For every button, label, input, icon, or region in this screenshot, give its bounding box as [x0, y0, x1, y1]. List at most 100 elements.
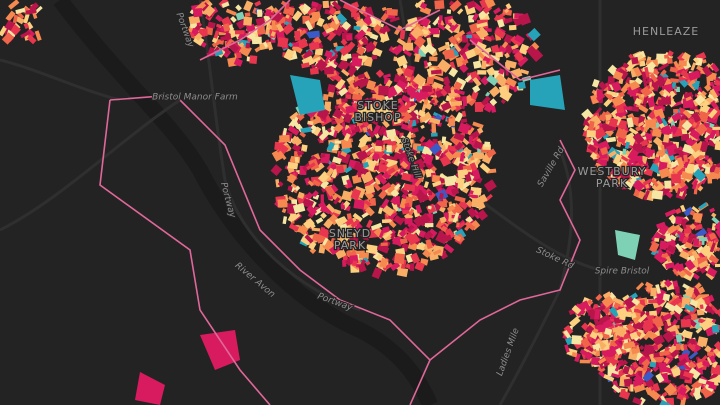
building	[708, 232, 717, 241]
building	[381, 153, 390, 161]
building	[692, 390, 702, 401]
building	[356, 88, 366, 97]
building	[365, 43, 375, 53]
building	[655, 115, 664, 124]
building	[378, 85, 389, 96]
building	[701, 355, 708, 362]
building	[671, 101, 683, 108]
building	[378, 189, 388, 200]
building	[622, 106, 632, 111]
building	[386, 167, 396, 176]
building	[682, 370, 694, 379]
building	[639, 345, 645, 351]
building	[439, 216, 448, 224]
building	[403, 67, 414, 78]
building	[485, 91, 491, 98]
building	[713, 341, 720, 352]
building	[592, 343, 601, 350]
building	[320, 153, 326, 158]
building	[571, 335, 582, 345]
building	[410, 26, 424, 40]
building	[341, 259, 347, 267]
building	[469, 70, 479, 79]
building	[426, 76, 435, 85]
building	[211, 39, 223, 48]
building	[291, 44, 303, 54]
building	[669, 66, 679, 73]
building	[655, 373, 665, 384]
building	[429, 142, 442, 155]
building	[472, 84, 481, 94]
building	[432, 249, 442, 256]
building	[192, 7, 203, 18]
building	[419, 5, 432, 15]
building	[695, 245, 705, 255]
building	[505, 3, 512, 10]
building	[25, 8, 37, 15]
building	[665, 255, 672, 263]
building	[598, 81, 608, 91]
building	[679, 185, 689, 193]
building	[643, 190, 650, 201]
building	[709, 207, 716, 213]
building	[683, 154, 689, 163]
building	[291, 119, 301, 130]
building	[360, 171, 374, 184]
building	[328, 243, 341, 256]
building	[12, 14, 18, 24]
building	[615, 127, 628, 140]
building	[633, 120, 640, 127]
building	[648, 352, 658, 364]
building	[287, 42, 294, 48]
building	[700, 387, 708, 394]
building	[483, 179, 497, 192]
building	[640, 93, 645, 98]
building	[484, 35, 493, 42]
building	[704, 166, 711, 175]
building	[670, 348, 681, 359]
building	[651, 127, 663, 138]
building	[472, 121, 484, 129]
building	[419, 136, 426, 143]
building	[294, 156, 299, 163]
building	[382, 73, 392, 79]
building	[707, 174, 713, 184]
building	[387, 155, 398, 161]
building	[571, 351, 578, 358]
building	[412, 73, 427, 87]
building	[674, 262, 684, 273]
building	[373, 165, 379, 170]
building	[707, 93, 719, 102]
building	[612, 296, 624, 306]
building	[277, 37, 289, 48]
building	[681, 120, 693, 131]
building	[678, 60, 687, 67]
building	[432, 96, 439, 104]
building	[244, 12, 251, 17]
building	[662, 89, 672, 97]
building	[4, 19, 15, 31]
building	[671, 174, 681, 184]
building	[382, 171, 392, 180]
building	[440, 114, 446, 121]
building	[477, 70, 487, 75]
building	[672, 309, 682, 319]
building	[588, 120, 595, 131]
building	[712, 126, 720, 131]
building	[400, 186, 410, 197]
building	[677, 386, 688, 396]
building	[346, 34, 353, 42]
building	[709, 242, 716, 253]
building	[469, 162, 478, 172]
building	[663, 313, 672, 321]
building	[404, 202, 410, 207]
building	[630, 384, 634, 392]
building	[343, 53, 352, 60]
building	[406, 233, 420, 246]
building	[424, 223, 434, 228]
building	[26, 34, 37, 45]
building	[595, 293, 603, 301]
building	[414, 53, 421, 63]
building	[625, 372, 637, 379]
building	[490, 44, 500, 54]
